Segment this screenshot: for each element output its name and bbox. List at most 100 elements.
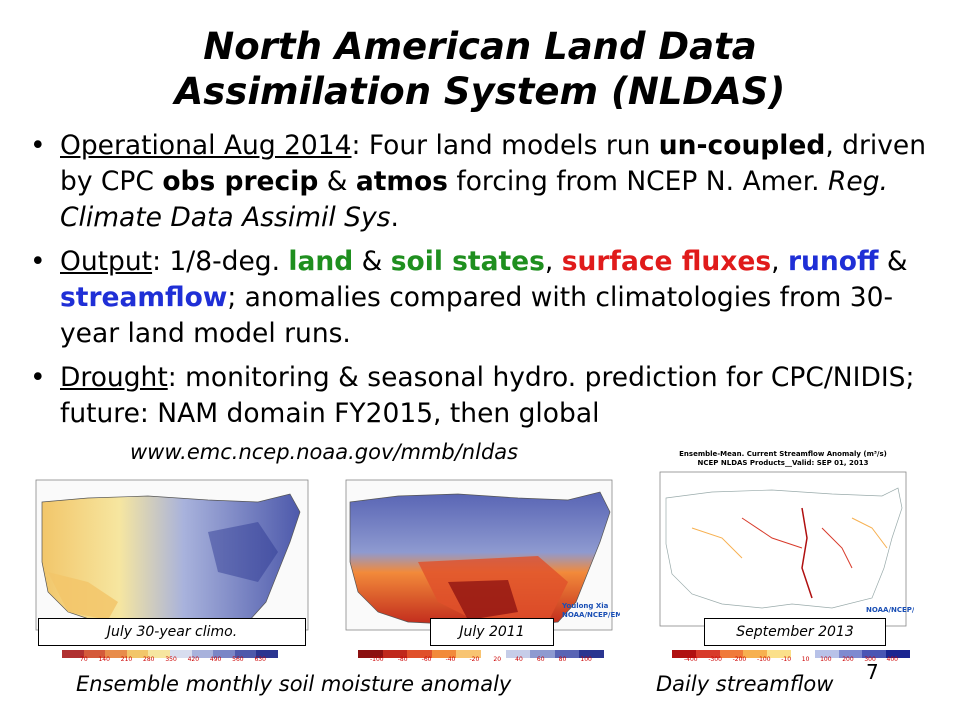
map-2-label: July 2011 bbox=[430, 618, 554, 646]
colorbar-swatch bbox=[480, 650, 506, 658]
colorbar-swatch bbox=[213, 650, 235, 658]
bullet-lead: Operational Aug 2014 bbox=[60, 130, 352, 161]
bullet-list: • Operational Aug 2014: Four land models… bbox=[30, 128, 930, 440]
colorbar-tick-label: 350 bbox=[165, 656, 177, 663]
colorbar-swatch bbox=[105, 650, 127, 658]
colorbar-swatch bbox=[719, 650, 744, 658]
colorbar-tick-label: -40 bbox=[445, 656, 456, 663]
colorbar-tick-label: 70 bbox=[80, 656, 88, 663]
title-line-2: Assimilation System (NLDAS) bbox=[174, 70, 786, 113]
colorbar-tick-label: 20 bbox=[493, 656, 502, 663]
map-streamflow-graphic bbox=[659, 471, 907, 627]
colorbar-swatch bbox=[862, 650, 887, 658]
colorbar-swatch bbox=[554, 650, 580, 658]
colorbar-swatch bbox=[672, 650, 696, 658]
bullet-lead: Output bbox=[60, 246, 153, 277]
bullet-dot: • bbox=[30, 130, 46, 161]
colorbar-swatch bbox=[83, 650, 106, 658]
map-soil-climo bbox=[28, 472, 316, 642]
colorbar-2-ticks: -100 -80 -60 -40 -20 20 40 60 80 100 bbox=[370, 656, 592, 663]
colorbar-swatch bbox=[358, 650, 383, 658]
colorbar-tick-label: -20 bbox=[469, 656, 480, 663]
bullet-dot: • bbox=[30, 362, 46, 393]
title-line-1: North American Land Data bbox=[203, 25, 757, 68]
map-3-title-line-2: NCEP NLDAS Products__Valid: SEP 01, 2013 bbox=[697, 459, 869, 467]
colorbar-tick-label: 40 bbox=[515, 656, 523, 663]
colorbar-tick-label: 400 bbox=[886, 656, 898, 663]
colorbar-tick-label: 100 bbox=[580, 656, 592, 663]
colorbar-tick-label: 80 bbox=[558, 656, 567, 663]
bullet-italic: Reg. Climate Data Assimil Sys bbox=[60, 166, 888, 233]
bullet-text: & bbox=[878, 246, 908, 277]
colorbar-tick-label: 200 bbox=[842, 656, 854, 663]
page-number: 7 bbox=[866, 660, 879, 684]
bullet-red: surface fluxes bbox=[561, 246, 772, 277]
colorbar-tick-label: -300 bbox=[708, 656, 722, 663]
colorbar-swatch bbox=[407, 650, 432, 658]
colorbar-swatch bbox=[886, 650, 910, 658]
colorbar-swatch bbox=[191, 650, 214, 658]
colorbar-tick-label: 300 bbox=[864, 656, 876, 663]
colorbar-swatch bbox=[838, 650, 863, 658]
bullet-text: . bbox=[390, 202, 399, 233]
map-3-label: September 2013 bbox=[704, 618, 886, 646]
colorbar-1 bbox=[62, 650, 278, 658]
bullet-dot: • bbox=[30, 246, 46, 277]
caption-streamflow: Daily streamflow bbox=[656, 672, 834, 696]
colorbar-1-ticks: 70 140 210 280 350 420 490 560 630 bbox=[80, 656, 266, 663]
colorbar-tick-label: 140 bbox=[98, 656, 110, 663]
map-soil-climo-graphic bbox=[35, 479, 309, 631]
colorbar-tick-label: 560 bbox=[232, 656, 244, 663]
colorbar-tick-label: 630 bbox=[254, 656, 266, 663]
colorbar-3-ticks: -400 -300 -200 -100 -10 10 100 200 300 400 bbox=[684, 656, 898, 663]
colorbar-swatch bbox=[743, 650, 768, 658]
bullet-bold: obs precip bbox=[162, 166, 319, 197]
colorbar-tick-label: 210 bbox=[120, 656, 133, 663]
colorbar-tick-label: -100 bbox=[370, 656, 384, 663]
slide-title: North American Land Data Assimilation Sy… bbox=[0, 24, 960, 114]
map-soil-july2011-graphic bbox=[345, 479, 613, 631]
bullet-text: ; anomalies compared with climatologies … bbox=[60, 282, 894, 349]
map-1-label: July 30-year climo. bbox=[38, 618, 306, 646]
bullet-bold: un-coupled bbox=[658, 130, 826, 161]
bullet-text: , bbox=[544, 246, 562, 277]
colorbar-swatch bbox=[505, 650, 531, 658]
map-3-credit: NOAA/NCEP/EMC bbox=[866, 606, 914, 614]
colorbar-swatch bbox=[530, 650, 555, 658]
colorbar-2 bbox=[358, 650, 604, 658]
bullet-output: • Output: 1/8-deg. land & soil states, s… bbox=[30, 244, 930, 352]
colorbar-swatch bbox=[790, 650, 815, 658]
colorbar-tick-label: 280 bbox=[143, 656, 155, 663]
map-3-title-line-1: Ensemble-Mean. Current Streamflow Anomal… bbox=[679, 450, 887, 458]
colorbar-tick-label: 100 bbox=[820, 656, 832, 663]
colorbar-swatch bbox=[148, 650, 170, 658]
bullet-drought: • Drought: monitoring & seasonal hydro. … bbox=[30, 360, 930, 432]
colorbar-swatch bbox=[695, 650, 720, 658]
bullet-text: : 1/8-deg. bbox=[152, 246, 289, 277]
bullet-text: forcing from NCEP N. Amer. bbox=[447, 166, 829, 197]
map-soil-july2011: Youlong Xia NOAA/NCEP/EMC bbox=[338, 472, 620, 642]
colorbar-swatch bbox=[431, 650, 457, 658]
bullet-blue: runoff bbox=[787, 246, 879, 277]
map-2-credit-line-1: Youlong Xia bbox=[562, 602, 609, 610]
bullet-operational: • Operational Aug 2014: Four land models… bbox=[30, 128, 930, 236]
map-2-credit-line-2: NOAA/NCEP/EMC bbox=[562, 611, 620, 619]
colorbar-swatch bbox=[234, 650, 257, 658]
colorbar-tick-label: 420 bbox=[187, 656, 200, 663]
map-streamflow: Ensemble-Mean. Current Streamflow Anomal… bbox=[652, 448, 914, 642]
colorbar-swatch bbox=[382, 650, 408, 658]
colorbar-3 bbox=[672, 650, 910, 658]
bullet-blue: streamflow bbox=[60, 282, 228, 313]
bullet-text: & bbox=[318, 166, 356, 197]
colorbar-tick-label: -60 bbox=[421, 656, 432, 663]
colorbar-swatch bbox=[579, 650, 604, 658]
bullet-text: , driven by CPC bbox=[60, 130, 927, 197]
bullet-text: & bbox=[353, 246, 391, 277]
bullet-lead: Drought bbox=[60, 362, 168, 393]
nldas-url: www.emc.ncep.noaa.gov/mmb/nldas bbox=[130, 440, 519, 464]
colorbar-tick-label: 490 bbox=[209, 656, 222, 663]
colorbar-tick-label: 60 bbox=[536, 656, 545, 663]
map-3-title: Ensemble-Mean. Current Streamflow Anomal… bbox=[652, 450, 914, 468]
colorbar-tick-label: -80 bbox=[397, 656, 408, 663]
caption-soil-moisture: Ensemble monthly soil moisture anomaly bbox=[76, 672, 512, 696]
